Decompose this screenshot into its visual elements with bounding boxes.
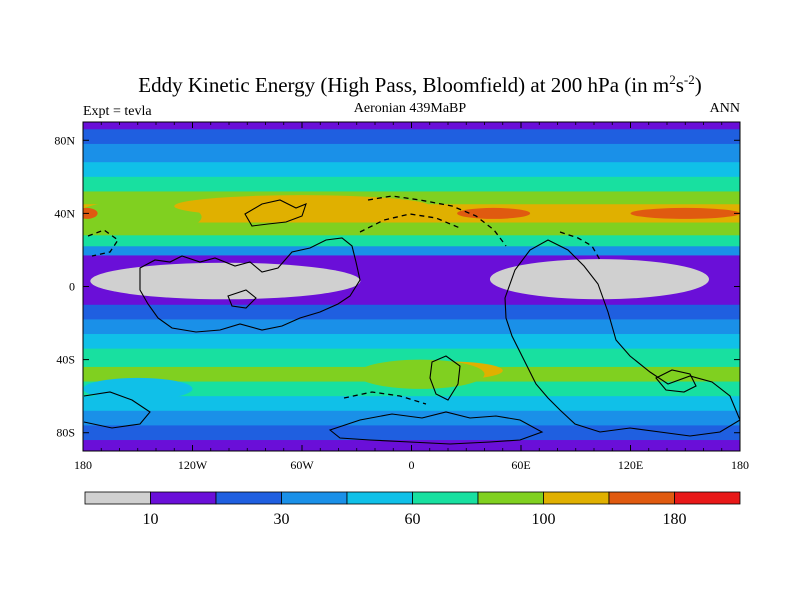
band-17 — [83, 396, 740, 412]
plot-area — [83, 122, 740, 451]
x-tick-label-1: 120W — [178, 458, 208, 472]
colorbar-label-2: 60 — [405, 511, 421, 528]
region-w-gray-low — [90, 262, 361, 300]
band-1 — [83, 129, 740, 145]
colorbar-swatch-5 — [412, 491, 479, 505]
colorbar-swatch-6 — [477, 491, 544, 505]
coastline-northern-island — [244, 199, 307, 227]
colorbar-swatch-7 — [543, 491, 610, 505]
band-19 — [83, 425, 740, 441]
band-16 — [83, 381, 740, 397]
band-18 — [83, 410, 740, 426]
band-8 — [83, 235, 740, 247]
colorbar-swatch-3 — [281, 491, 348, 505]
band-14 — [83, 348, 740, 368]
band-2 — [83, 143, 740, 163]
colorbar: 10 30 60 100 180 — [84, 491, 741, 528]
coastline-se-peninsula — [429, 355, 461, 401]
band-7 — [83, 222, 740, 236]
coastlines — [83, 199, 740, 445]
band-13 — [83, 334, 740, 350]
experiment-label: Expt = tevla — [83, 104, 152, 119]
coastline-western-continent — [139, 237, 361, 333]
colorbar-label-4: 180 — [663, 511, 687, 528]
coastline-far-east-isle — [655, 369, 697, 393]
region-s-hemi-green-arc — [356, 359, 485, 389]
x-tick-label-6: 180 — [731, 458, 749, 472]
y-tick-label-1: 40N — [54, 206, 75, 220]
chart-title: Eddy Kinetic Energy (High Pass, Bloomfie… — [138, 72, 702, 97]
x-tick-label-0: 180 — [74, 458, 92, 472]
dashed-coast-east — [559, 231, 601, 261]
x-tick-label-2: 60W — [290, 458, 314, 472]
band-3 — [83, 162, 740, 178]
y-tick-label-4: 80S — [56, 426, 75, 440]
dashed-coastlines — [87, 195, 601, 405]
y-tick-label-0: 80N — [54, 133, 75, 147]
coastline-southern-landmass — [328, 411, 544, 445]
colorbar-label-0: 10 — [143, 511, 159, 528]
y-tick-label-2: 0 — [69, 280, 75, 294]
band-4 — [83, 176, 740, 192]
colorbar-label-1: 30 — [274, 511, 290, 528]
colorbar-swatch-9 — [674, 491, 741, 505]
colorbar-swatch-1 — [150, 491, 217, 505]
dashed-coast-north — [367, 195, 507, 247]
region-e-orange-cell — [630, 207, 740, 219]
band-11 — [83, 304, 740, 320]
season-label: ANN — [710, 101, 740, 116]
region-sw-blue-dip — [83, 377, 193, 400]
region-w-orange-cell — [83, 207, 98, 219]
contour-regions — [83, 195, 740, 400]
axes: 180 120W 60W 0 60E 120E 180 80N 40N 0 40S 80S — [54, 122, 749, 472]
x-tick-label-3: 0 — [409, 458, 415, 472]
band-9 — [83, 246, 740, 256]
region-ne-atlantic-green-bulge — [83, 200, 202, 234]
x-tick-label-4: 60E — [511, 458, 530, 472]
coastline-eastern-continent — [504, 239, 740, 437]
coastline-inner-lake — [227, 289, 257, 309]
colorbar-swatch-2 — [215, 491, 282, 505]
x-tick-label-5: 120E — [618, 458, 643, 472]
colorbar-swatch-4 — [346, 491, 413, 505]
band-12 — [83, 319, 740, 335]
coastline-southwest-coast — [83, 391, 151, 429]
colorbar-label-3: 100 — [532, 511, 556, 528]
dashed-coast-west — [87, 229, 119, 257]
colorbar-swatch-8 — [608, 491, 675, 505]
colorbar-swatch-0 — [84, 491, 151, 505]
region-e-gray-low — [489, 259, 709, 300]
period-label: Aeronian 439MaBP — [354, 101, 467, 116]
y-tick-label-3: 40S — [56, 353, 75, 367]
